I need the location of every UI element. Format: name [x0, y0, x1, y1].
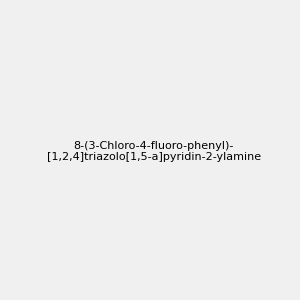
Text: 8-(3-Chloro-4-fluoro-phenyl)-
[1,2,4]triazolo[1,5-a]pyridin-2-ylamine: 8-(3-Chloro-4-fluoro-phenyl)- [1,2,4]tri…	[47, 141, 261, 162]
